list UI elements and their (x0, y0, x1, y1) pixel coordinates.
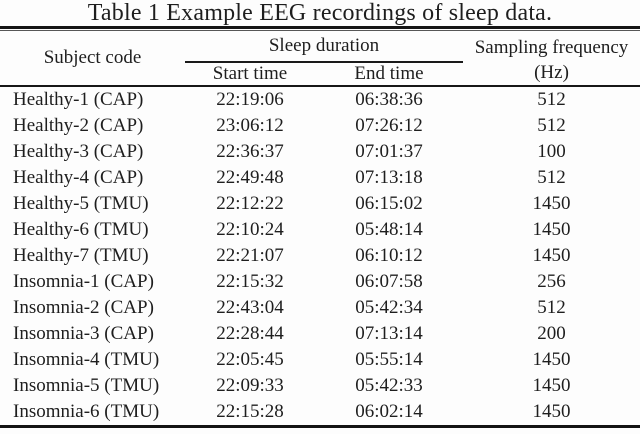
cell-start-time: 22:21:07 (216, 245, 284, 266)
cell-start-time: 22:12:22 (216, 193, 284, 214)
table-row: Healthy-7 (TMU) 22:21:07 06:10:12 1450 (0, 243, 640, 269)
header-sampling-frequency: Sampling frequency (Hz) (463, 31, 640, 87)
header-sampling-frequency-line1: Sampling frequency (474, 37, 629, 58)
cell-start-time: 22:15:28 (185, 399, 315, 428)
cell-sampling-frequency: 512 (537, 167, 566, 188)
header-subject-code: Subject code (0, 31, 185, 87)
cell-subject-code: Healthy-5 (TMU) (13, 193, 149, 214)
table-row: Insomnia-4 (TMU) 22:05:45 05:55:14 1450 (0, 347, 640, 373)
cell-subject-code: Insomnia-2 (CAP) (13, 297, 154, 318)
cell-end-time: 07:13:18 (355, 167, 423, 188)
cell-sampling-frequency: 1450 (532, 375, 571, 396)
header-end-time: End time (315, 62, 463, 87)
header-sampling-frequency-unit: (Hz) (534, 62, 569, 83)
cell-sampling-frequency: 1450 (532, 245, 571, 266)
table-row: Insomnia-3 (CAP) 22:28:44 07:13:14 200 (0, 321, 640, 347)
table-caption: Table 1 Example EEG recordings of sleep … (87, 0, 553, 26)
cell-sampling-frequency: 1450 (532, 349, 571, 370)
table-row: Healthy-6 (TMU) 22:10:24 05:48:14 1450 (0, 217, 640, 243)
cell-sampling-frequency: 1450 (532, 219, 571, 240)
cell-sampling-frequency: 100 (537, 141, 566, 162)
table-row: Insomnia-2 (CAP) 22:43:04 05:42:34 512 (0, 295, 640, 321)
cell-end-time: 05:42:34 (355, 297, 423, 318)
cell-subject-code: Healthy-3 (CAP) (13, 141, 144, 162)
top-double-rule (0, 26, 640, 31)
cell-start-time: 22:28:44 (216, 323, 284, 344)
cell-sampling-frequency: 1450 (463, 399, 640, 428)
eeg-recordings-table: Subject code Sleep duration Sampling fre… (0, 31, 640, 428)
cell-subject-code: Healthy-1 (CAP) (13, 89, 144, 110)
cell-subject-code: Insomnia-6 (TMU) (0, 399, 185, 428)
cell-end-time: 05:55:14 (355, 349, 423, 370)
cell-sampling-frequency: 512 (537, 297, 566, 318)
cell-sampling-frequency: 512 (537, 115, 566, 136)
cell-end-time: 06:10:12 (355, 245, 423, 266)
cell-start-time: 23:06:12 (216, 115, 284, 136)
cell-start-time: 22:15:32 (216, 271, 284, 292)
table-row: Insomnia-1 (CAP) 22:15:32 06:07:58 256 (0, 269, 640, 295)
table-body: Healthy-1 (CAP) 22:19:06 06:38:36 512 He… (0, 86, 640, 428)
cell-sampling-frequency: 200 (537, 323, 566, 344)
cell-end-time: 06:38:36 (355, 89, 423, 110)
cell-subject-code: Insomnia-3 (CAP) (13, 323, 154, 344)
cell-start-time: 22:43:04 (216, 297, 284, 318)
cell-subject-code: Healthy-4 (CAP) (13, 167, 144, 188)
table-row: Healthy-1 (CAP) 22:19:06 06:38:36 512 (0, 86, 640, 113)
cell-start-time: 22:36:37 (216, 141, 284, 162)
cell-start-time: 22:09:33 (216, 375, 284, 396)
cell-end-time: 05:42:33 (355, 375, 423, 396)
table-row: Healthy-2 (CAP) 23:06:12 07:26:12 512 (0, 113, 640, 139)
cell-end-time: 06:02:14 (315, 399, 463, 428)
cell-sampling-frequency: 1450 (532, 193, 571, 214)
cell-subject-code: Healthy-2 (CAP) (13, 115, 144, 136)
table-row: Healthy-4 (CAP) 22:49:48 07:13:18 512 (0, 165, 640, 191)
cell-start-time: 22:05:45 (216, 349, 284, 370)
cell-end-time: 07:01:37 (355, 141, 423, 162)
header-row-group: Subject code Sleep duration Sampling fre… (0, 31, 640, 87)
cell-end-time: 05:48:14 (355, 219, 423, 240)
table-row: Healthy-5 (TMU) 22:12:22 06:15:02 1450 (0, 191, 640, 217)
cell-start-time: 22:19:06 (216, 89, 284, 110)
cell-subject-code: Healthy-7 (TMU) (13, 245, 149, 266)
table-row: Insomnia-6 (TMU) 22:15:28 06:02:14 1450 (0, 399, 640, 428)
cell-end-time: 06:07:58 (355, 271, 423, 292)
table-row: Insomnia-5 (TMU) 22:09:33 05:42:33 1450 (0, 373, 640, 399)
cell-subject-code: Insomnia-5 (TMU) (13, 375, 160, 396)
table-row: Healthy-3 (CAP) 22:36:37 07:01:37 100 (0, 139, 640, 165)
cell-end-time: 06:15:02 (355, 193, 423, 214)
cell-end-time: 07:13:14 (355, 323, 423, 344)
cell-sampling-frequency: 256 (537, 271, 566, 292)
cell-sampling-frequency: 512 (537, 89, 566, 110)
cell-subject-code: Healthy-6 (TMU) (13, 219, 149, 240)
cell-start-time: 22:10:24 (216, 219, 284, 240)
table-header: Subject code Sleep duration Sampling fre… (0, 31, 640, 87)
cell-subject-code: Insomnia-4 (TMU) (13, 349, 160, 370)
cell-subject-code: Insomnia-1 (CAP) (13, 271, 154, 292)
header-sleep-duration: Sleep duration (185, 31, 463, 63)
cell-end-time: 07:26:12 (355, 115, 423, 136)
header-start-time: Start time (185, 62, 315, 87)
cell-start-time: 22:49:48 (216, 167, 284, 188)
header-row-sub: Start time End time (0, 62, 640, 87)
